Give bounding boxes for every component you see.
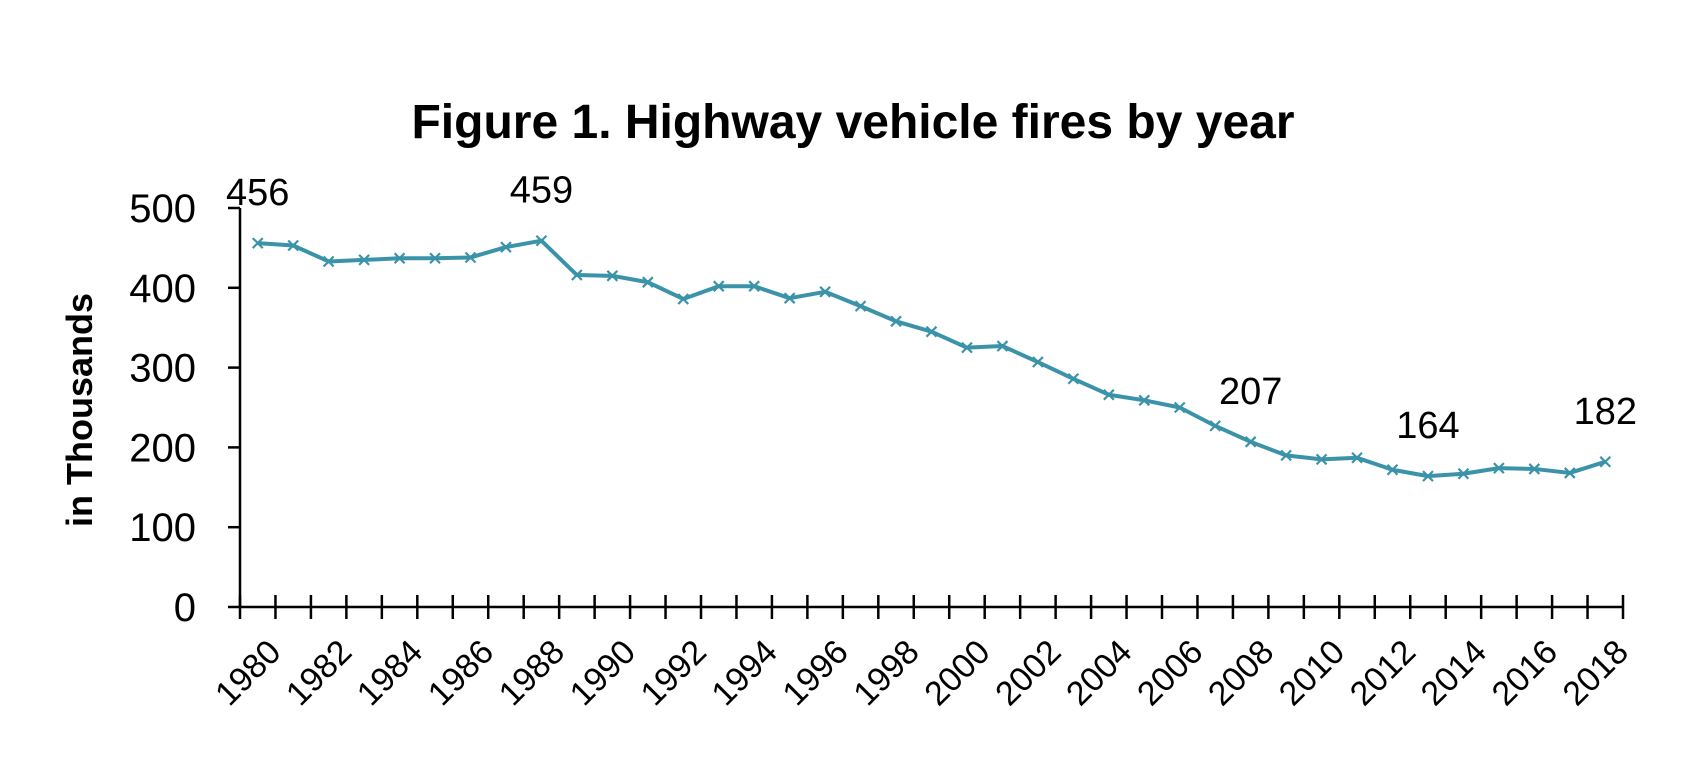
- data-point-marker: [1067, 372, 1080, 385]
- data-point-marker: [712, 280, 725, 292]
- x-axis-ticks: 1980198219841986198819901992199419961998…: [208, 595, 1636, 713]
- data-point-marker: [251, 237, 264, 249]
- data-point-marker: [1457, 467, 1470, 480]
- y-tick-label: 0: [174, 586, 196, 630]
- data-point-marker: [1351, 451, 1363, 464]
- data-point-marker: [1386, 463, 1399, 476]
- x-tick-label: 2004: [1059, 633, 1139, 713]
- data-point-marker: [1103, 388, 1115, 401]
- data-point-marker: [925, 325, 938, 338]
- x-tick-label: 1998: [846, 633, 926, 713]
- data-point-marker: [783, 292, 796, 304]
- x-tick-label: 1982: [279, 633, 359, 713]
- data-point-marker: [571, 269, 583, 281]
- data-point-marker: [1315, 453, 1328, 466]
- data-label: 207: [1219, 371, 1282, 413]
- y-axis-ticks: 0 100 200 300 400 500: [129, 187, 240, 630]
- data-point-marker: [322, 255, 335, 268]
- data-point-marker: [358, 254, 370, 266]
- x-tick-label: 2016: [1485, 633, 1565, 713]
- data-point-marker: [642, 276, 654, 288]
- series-layer: [251, 234, 1612, 482]
- y-axis-label: in Thousands: [59, 293, 100, 527]
- data-label: 164: [1396, 405, 1459, 447]
- y-tick-label: 400: [129, 267, 196, 311]
- x-tick-label: 1994: [704, 633, 784, 713]
- data-point-marker: [500, 241, 512, 253]
- data-point-marker: [854, 300, 867, 312]
- x-tick-label: 2006: [1130, 633, 1210, 713]
- x-tick-label: 1990: [563, 633, 643, 713]
- data-point-marker: [1280, 449, 1292, 462]
- data-label: 459: [510, 170, 573, 212]
- data-point-marker: [748, 280, 760, 292]
- data-point-marker: [1493, 462, 1505, 474]
- data-point-marker: [606, 270, 619, 282]
- data-point-marker: [1032, 356, 1044, 368]
- data-point-marker: [1564, 467, 1576, 479]
- data-point-marker: [1244, 436, 1257, 448]
- x-tick-label: 2014: [1414, 633, 1494, 713]
- y-tick-label: 300: [129, 347, 196, 391]
- data-point-marker: [996, 340, 1009, 352]
- data-point-marker: [1209, 420, 1221, 432]
- axes: [238, 208, 1623, 609]
- data-point-marker: [1173, 401, 1186, 414]
- data-point-marker: [677, 293, 690, 305]
- x-tick-label: 2012: [1343, 633, 1423, 713]
- data-point-marker: [1422, 470, 1434, 482]
- x-tick-label: 1980: [208, 633, 288, 713]
- x-tick-label: 1996: [775, 633, 855, 713]
- x-tick-label: 1984: [350, 633, 430, 713]
- data-point-marker: [961, 341, 973, 354]
- x-tick-label: 2000: [917, 633, 997, 713]
- x-tick-label: 1992: [634, 633, 714, 713]
- data-point-marker: [1138, 394, 1151, 407]
- data-label: 182: [1574, 391, 1637, 433]
- data-point-marker: [287, 239, 299, 252]
- y-tick-label: 500: [129, 187, 196, 231]
- data-point-marker: [535, 234, 548, 247]
- data-point-marker: [1599, 455, 1612, 468]
- y-tick-label: 200: [129, 426, 196, 470]
- x-tick-label: 1988: [492, 633, 572, 713]
- data-point-marker: [429, 252, 441, 265]
- data-point-marker: [393, 252, 406, 265]
- chart-title: Figure 1. Highway vehicle fires by year: [411, 96, 1294, 149]
- x-tick-label: 2008: [1201, 633, 1281, 713]
- x-tick-label: 2018: [1556, 633, 1636, 713]
- data-point-marker: [1528, 463, 1541, 475]
- x-tick-label: 2002: [988, 633, 1068, 713]
- x-tick-label: 1986: [421, 633, 501, 713]
- data-point-marker: [464, 251, 477, 264]
- y-tick-label: 100: [129, 506, 196, 550]
- data-point-marker: [819, 286, 831, 298]
- data-labels-layer: 456 459 207 164 182: [226, 170, 1637, 447]
- data-label: 456: [226, 172, 289, 214]
- x-tick-label: 2010: [1272, 633, 1352, 713]
- data-point-marker: [890, 315, 902, 328]
